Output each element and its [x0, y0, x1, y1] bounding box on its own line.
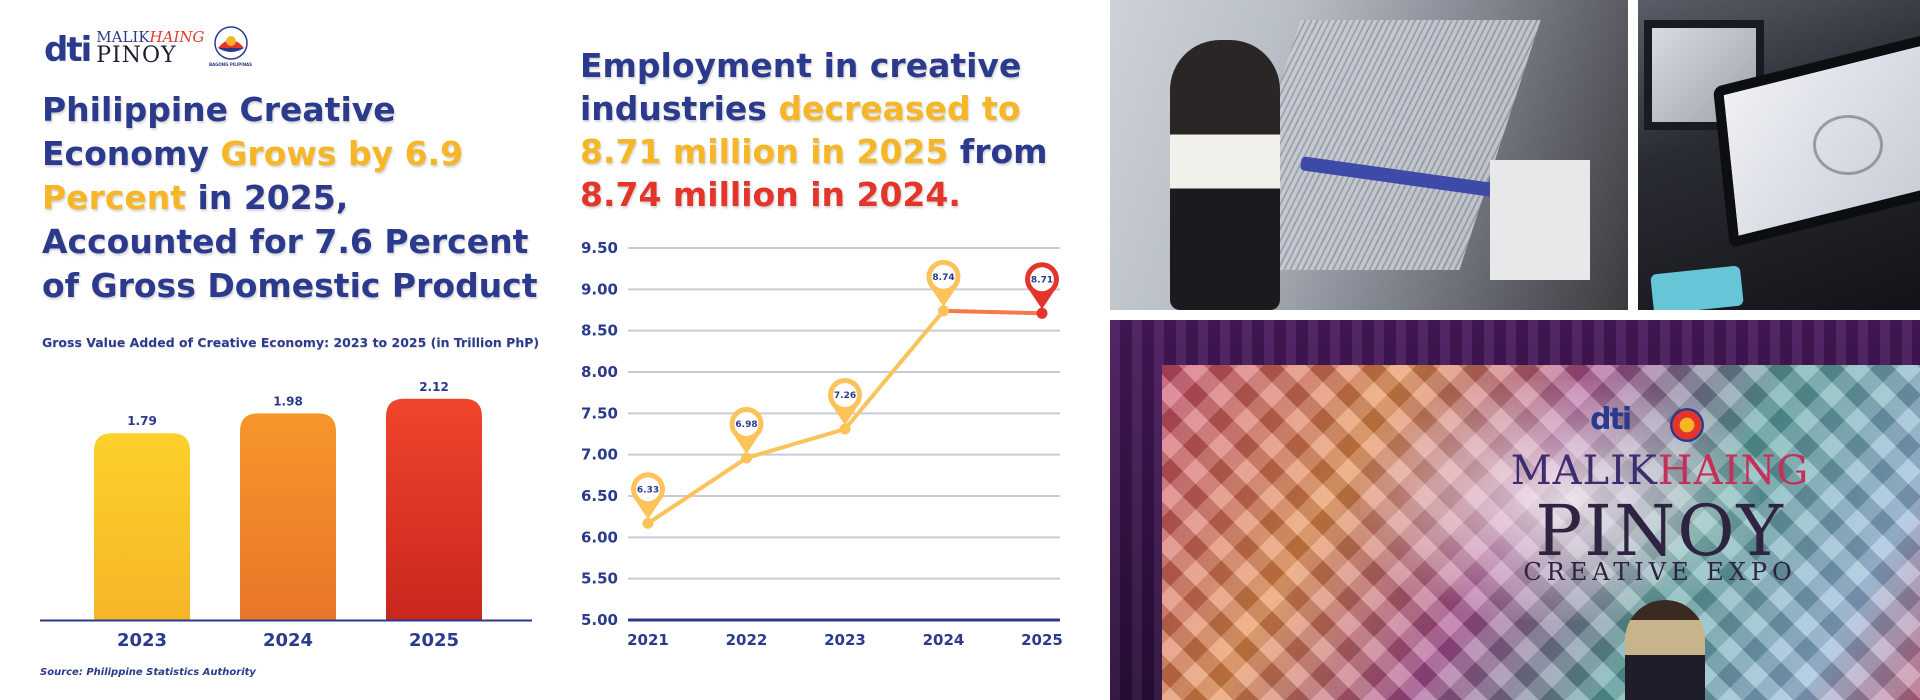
bar-value-label: 1.98 — [273, 394, 303, 408]
pin-inner — [833, 383, 857, 408]
bar-category-label: 2023 — [117, 630, 167, 651]
line-headline-part1: Employment in creative industries — [580, 46, 1022, 128]
pin-inner — [1030, 267, 1054, 292]
logo-row: dti MALIKHAING PINOY BAGONG PILIPINAS — [44, 26, 253, 70]
x-tick-label: 2025 — [1021, 631, 1063, 649]
dti-logo: dti — [44, 30, 92, 70]
malikhaing-pinoy-logo: MALIKHAING PINOY — [96, 30, 204, 67]
y-tick-label: 8.00 — [581, 363, 618, 381]
stage-expo: CREATIVE EXPO — [1523, 558, 1797, 586]
stage-haing-text: HAING — [1657, 448, 1810, 494]
stage-malikhaing: MALIKHAING — [1410, 448, 1910, 494]
line-chart: 5.00 5.50 6.00 6.50 7.00 7.50 8.00 8.50 9.00 9.50… — [581, 239, 1063, 649]
headline-highlight: Grows by 6.9 Percent — [42, 134, 464, 217]
data-point — [741, 452, 752, 464]
pin-inner — [931, 264, 956, 289]
y-tick-label: 9.50 — [581, 239, 618, 257]
data-value-label: 8.74 — [932, 273, 954, 283]
y-tick-label: 9.00 — [581, 280, 618, 298]
employment-series-line — [646, 309, 946, 525]
data-value-label: 7.26 — [834, 391, 856, 401]
pin-inner — [734, 411, 759, 436]
x-tick-label: 2024 — [923, 631, 965, 649]
line-headline-part3: from — [948, 132, 1048, 171]
bar-value-label: 2.12 — [419, 380, 449, 394]
y-tick-label: 5.00 — [581, 611, 618, 629]
stage-photo: dti MALIKHAING PINOY CREATIVE EXPO — [1110, 320, 1920, 700]
page-headline: Philippine Creative Economy Grows by 6.9… — [42, 88, 542, 308]
line-chart-headline: Employment in creative industries decrea… — [580, 44, 1100, 216]
bagong-pilipinas-text: BAGONG PILIPINAS — [208, 62, 253, 67]
data-point — [938, 305, 949, 317]
bar-category-label: 2025 — [409, 630, 459, 651]
malik-text: MALIK — [96, 28, 150, 46]
bar-chart-title: Gross Value Added of Creative Economy: 2… — [42, 335, 540, 350]
y-tick-label: 7.50 — [581, 404, 618, 422]
stage-malik-text: MALIK — [1510, 448, 1658, 494]
weaver-figure — [1170, 40, 1280, 310]
x-tick-label: 2021 — [627, 631, 669, 649]
bagong-pilipinas-logo: BAGONG PILIPINAS — [208, 26, 253, 67]
stage-seal-icon — [1670, 408, 1704, 442]
desk-sticker — [1650, 265, 1744, 310]
bar-2024 — [240, 413, 336, 620]
display-cube — [1490, 160, 1590, 280]
y-tick-label: 8.50 — [581, 322, 618, 340]
x-tick-label: 2023 — [824, 631, 866, 649]
tablet-sketch — [1813, 115, 1883, 175]
speaker-figure — [1625, 600, 1705, 700]
headline-part1: Philippine Creative Economy — [42, 90, 396, 173]
bar-category-label: 2024 — [263, 630, 313, 651]
bar-2025 — [386, 398, 482, 620]
data-value-label: 6.98 — [735, 420, 757, 430]
data-point — [839, 423, 851, 435]
headline-part3: in 2025, Accounted for 7.6 Percent of Gr… — [42, 178, 538, 305]
y-tick-label: 6.00 — [581, 528, 618, 546]
data-point — [1036, 307, 1048, 319]
bar-2023 — [94, 433, 190, 620]
weaver-photo — [1110, 0, 1628, 310]
data-value-label: 8.71 — [1031, 275, 1053, 285]
line-headline-red: 8.74 million in 2024. — [580, 175, 961, 214]
stage-pinoy: PINOY — [1535, 490, 1785, 572]
bar-chart: 1.79 2023 1.98 2024 2.12 2025 — [40, 380, 532, 651]
y-tick-label: 7.00 — [581, 446, 618, 464]
malikhaing-wordmark: MALIKHAING — [96, 30, 204, 45]
y-tick-label: 5.50 — [581, 570, 618, 588]
haing-text: HAING — [149, 28, 205, 46]
pin-inner — [636, 477, 660, 502]
y-tick-label: 6.50 — [581, 487, 618, 505]
data-value-label: 6.33 — [637, 485, 659, 495]
line-headline-highlight: decreased to 8.71 million in 2025 — [580, 89, 1021, 171]
source-note: Source: Philippine Statistics Authority — [40, 667, 256, 678]
pinoy-wordmark: PINOY — [96, 43, 177, 68]
bar-value-label: 1.79 — [127, 414, 157, 428]
digital-artist-photo — [1638, 0, 1920, 310]
bagong-pilipinas-seal-icon — [213, 26, 248, 60]
x-tick-label: 2022 — [726, 631, 768, 649]
employment-series-last-segment — [943, 308, 1043, 316]
data-point — [642, 517, 654, 529]
stage-dti-logo: dti — [1590, 402, 1632, 437]
